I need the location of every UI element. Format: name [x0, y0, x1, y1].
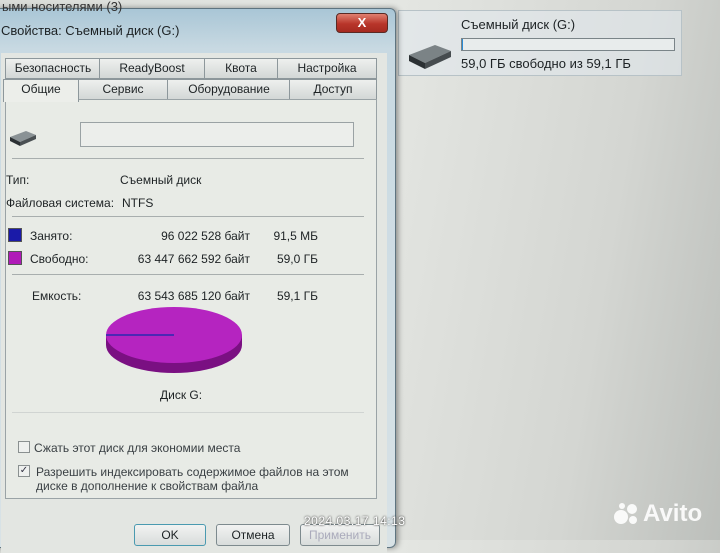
cancel-button[interactable]: Отмена [216, 524, 290, 546]
capacity-size: 59,1 ГБ [256, 289, 318, 303]
removable-drive-icon [8, 128, 38, 148]
drive-name: Съемный диск (G:) [461, 17, 575, 32]
filesystem-value: NTFS [122, 196, 153, 210]
type-label: Тип: [6, 173, 29, 187]
drive-usage-bar [461, 38, 675, 51]
free-size: 59,0 ГБ [256, 252, 318, 266]
divider [12, 412, 364, 413]
tab-service[interactable]: Сервис [77, 79, 169, 100]
free-color-swatch [8, 251, 22, 265]
used-label: Занято: [30, 229, 72, 243]
compress-label: Сжать этот диск для экономии места [34, 441, 240, 455]
filesystem-label: Файловая система: [6, 196, 114, 210]
tab-quota[interactable]: Квота [204, 58, 278, 79]
index-label-line2: диске в дополнение к свойствам файла [36, 479, 258, 493]
capacity-label: Емкость: [32, 289, 81, 303]
used-size: 91,5 МБ [256, 229, 318, 243]
index-checkbox[interactable]: ✓ [18, 465, 30, 477]
drive-tile-g[interactable]: Съемный диск (G:) 59,0 ГБ свободно из 59… [398, 10, 682, 76]
tab-hardware[interactable]: Оборудование [167, 79, 291, 100]
disk-caption: Диск G: [160, 388, 202, 402]
used-bytes: 96 022 528 байт [106, 229, 250, 243]
used-color-swatch [8, 228, 22, 242]
divider [12, 216, 364, 217]
tab-general[interactable]: Общие [3, 79, 79, 102]
background-window-title: ыми носителями (3) [2, 0, 122, 14]
capacity-bytes: 63 543 685 120 байт [106, 289, 250, 303]
general-panel: Тип: Съемный диск Файловая система: NTFS… [5, 99, 377, 499]
properties-dialog: Свойства: Съемный диск (G:) X Безопаснос… [0, 8, 396, 548]
dialog-title: Свойства: Съемный диск (G:) [1, 23, 179, 38]
divider [12, 158, 364, 159]
removable-drive-icon [405, 41, 455, 71]
drive-free-text: 59,0 ГБ свободно из 59,1 ГБ [461, 56, 631, 71]
photo-timestamp: 2024.03.17 14:13 [304, 514, 405, 528]
compress-checkbox[interactable] [18, 441, 30, 453]
tab-security[interactable]: Безопасность [5, 58, 101, 79]
free-bytes: 63 447 662 592 байт [106, 252, 250, 266]
type-value: Съемный диск [120, 173, 201, 187]
close-button[interactable]: X [336, 13, 388, 33]
disk-usage-pie [102, 305, 246, 381]
index-label-line1: Разрешить индексировать содержимое файло… [36, 465, 349, 479]
avito-text: Avito [643, 500, 702, 528]
tab-readyboost[interactable]: ReadyBoost [99, 58, 205, 79]
divider [12, 274, 364, 275]
free-label: Свободно: [30, 252, 89, 266]
avito-watermark: Avito [614, 500, 702, 528]
avito-logo-icon [614, 502, 640, 526]
dialog-body: Безопасность ReadyBoost Квота Настройка … [1, 53, 387, 553]
volume-label-input[interactable] [80, 122, 354, 147]
tab-settings[interactable]: Настройка [277, 58, 377, 79]
tab-sharing[interactable]: Доступ [289, 79, 377, 100]
ok-button[interactable]: OK [134, 524, 206, 546]
